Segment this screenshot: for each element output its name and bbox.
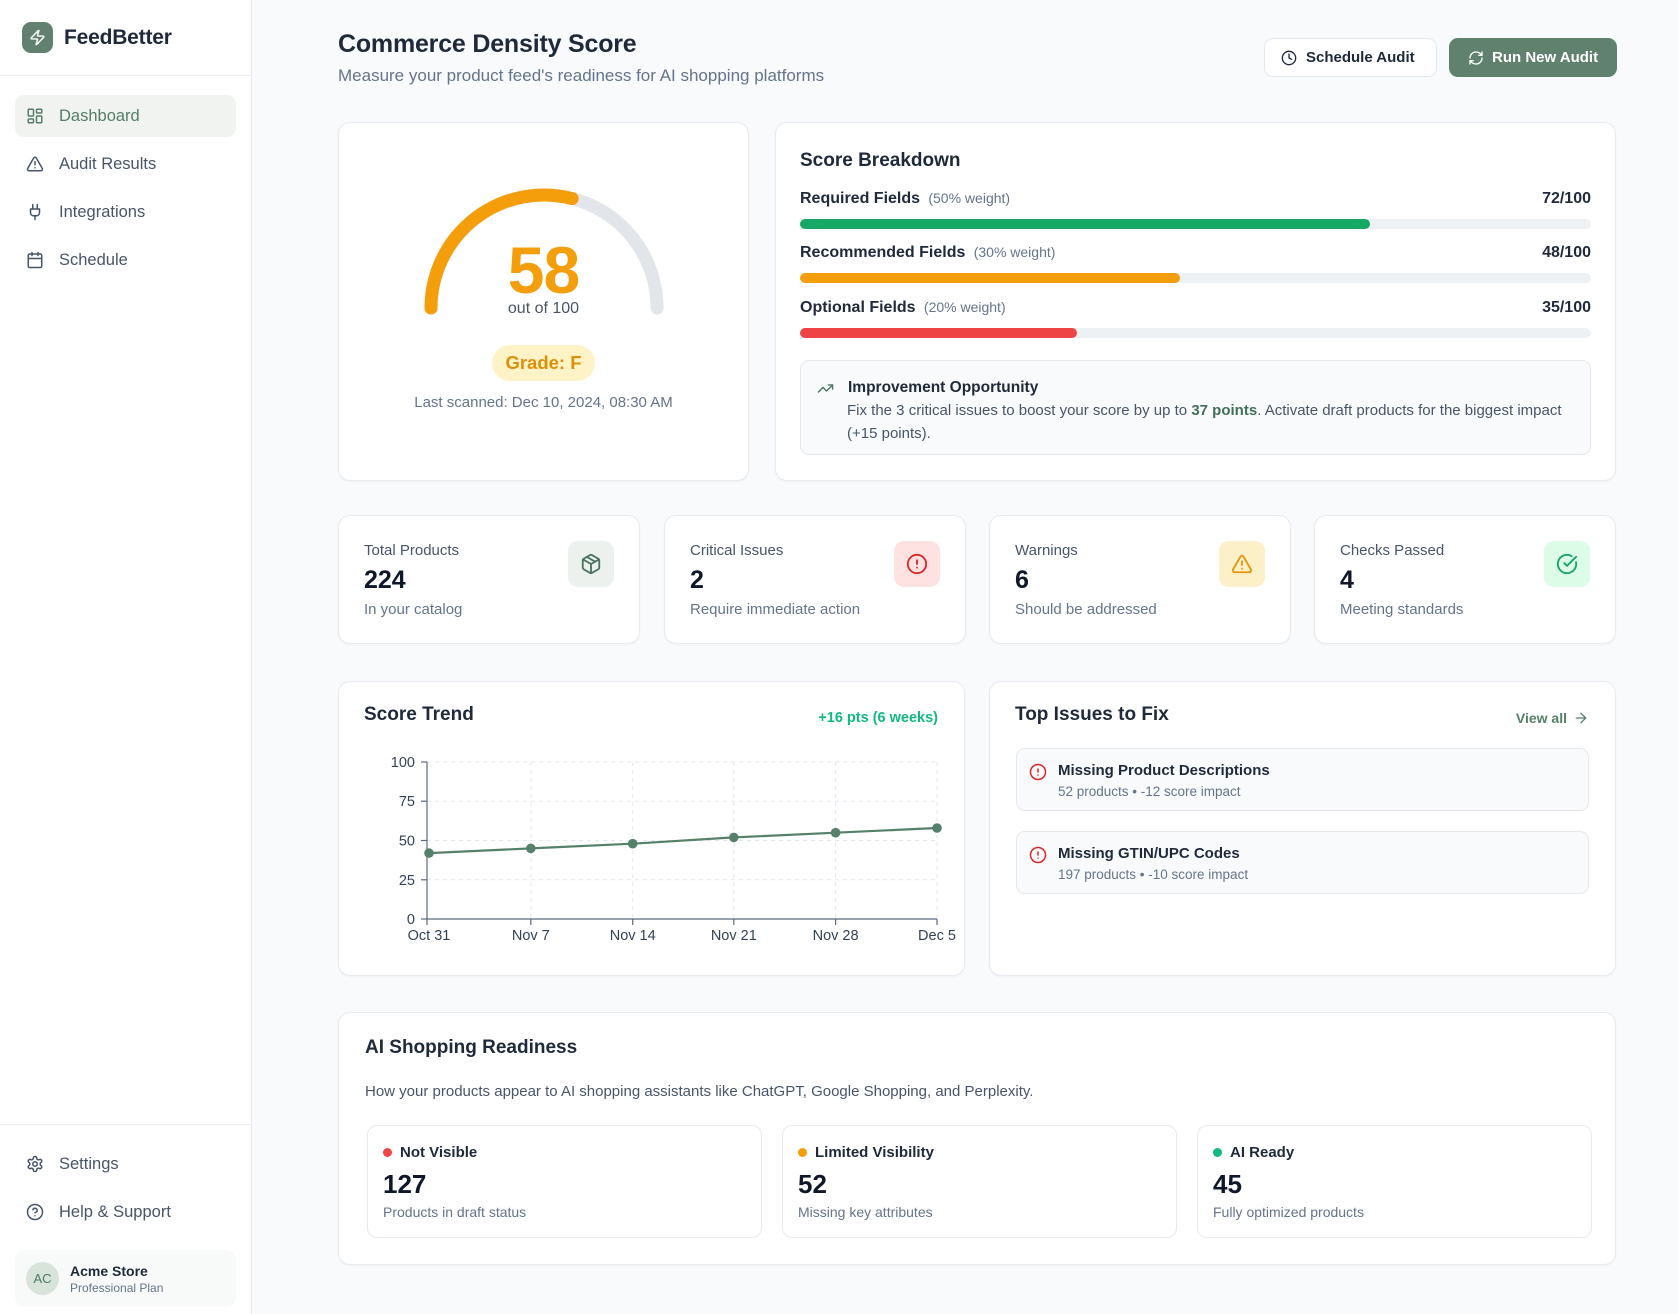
svg-text:Nov 28: Nov 28 (813, 928, 859, 944)
svg-text:Nov 7: Nov 7 (512, 928, 550, 944)
svg-text:Nov 21: Nov 21 (711, 928, 757, 944)
svg-text:50: 50 (399, 834, 415, 850)
svg-text:Oct 31: Oct 31 (408, 928, 451, 944)
svg-text:Nov 14: Nov 14 (610, 928, 656, 944)
svg-text:75: 75 (399, 794, 415, 810)
svg-text:25: 25 (399, 873, 415, 889)
svg-text:0: 0 (407, 912, 415, 928)
svg-text:100: 100 (391, 755, 415, 771)
svg-text:Dec 5: Dec 5 (918, 928, 956, 944)
